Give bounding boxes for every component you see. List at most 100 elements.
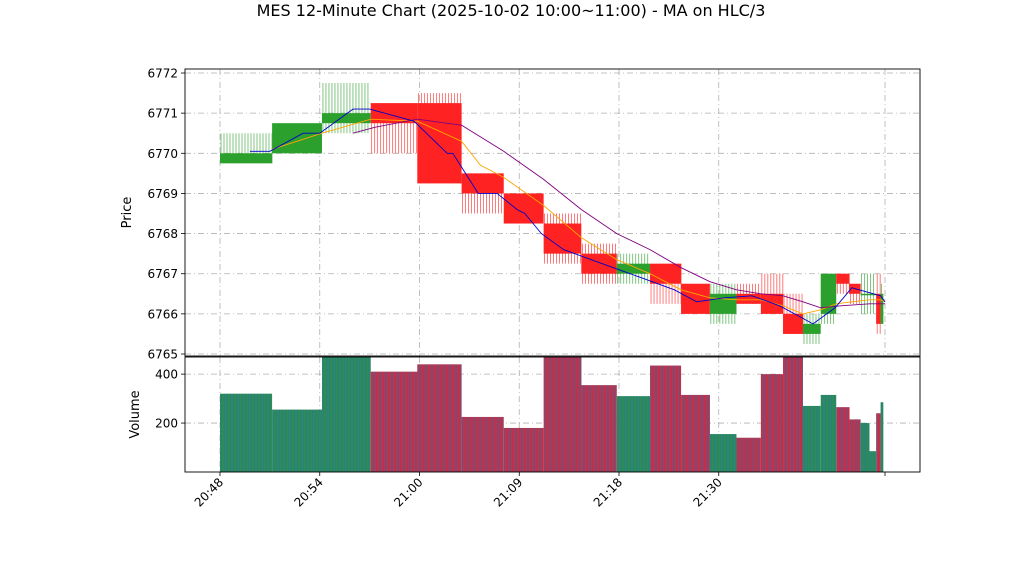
volume-bar-fill: [783, 357, 803, 472]
volume-bar: [503, 427, 544, 472]
volume-bar: [321, 357, 371, 472]
candle-body: [860, 293, 870, 296]
moving-averages: [249, 108, 886, 325]
volume-bar-fill: [849, 419, 861, 472]
candle: [417, 93, 462, 184]
volume-panel-frame: [184, 356, 921, 473]
candle: [503, 193, 544, 224]
candle-body: [503, 193, 544, 224]
candle: [220, 133, 273, 164]
candle: [783, 293, 803, 334]
volume-bar: [370, 371, 418, 472]
volume-bar: [543, 357, 582, 472]
volume-bar-fill: [272, 409, 322, 472]
candle: [860, 273, 870, 314]
ma-fast-line: [249, 108, 886, 325]
candle: [321, 83, 371, 134]
price-tick-label: 6769: [147, 187, 178, 201]
x-tick-label: 21:30: [691, 475, 725, 509]
candle: [836, 273, 850, 294]
volume-bar: [876, 413, 881, 472]
price-panel-frame: [184, 68, 921, 357]
candle-body: [820, 273, 837, 314]
volume-bar: [709, 434, 737, 472]
volume-bar-fill: [876, 413, 881, 472]
volume-bar: [849, 419, 861, 472]
volume-bar-fill: [681, 394, 710, 472]
candle-body: [836, 273, 850, 284]
candle: [272, 123, 322, 154]
price-tick-label: 6768: [147, 227, 178, 241]
candle-body: [272, 123, 322, 154]
volume-bar-fill: [650, 365, 682, 472]
candle-body: [461, 173, 504, 194]
candle: [709, 283, 737, 324]
chart-title: MES 12-Minute Chart (2025-10-02 10:00~11…: [256, 1, 766, 20]
candle: [802, 313, 821, 344]
ma-mid-line: [271, 118, 886, 315]
candle-body: [760, 293, 784, 314]
candle-body: [876, 293, 881, 324]
candle-body: [321, 113, 371, 124]
volume-bar-fill: [869, 451, 877, 472]
candle-body: [802, 323, 821, 334]
volume-bar: [836, 407, 850, 472]
volume-bar-fill: [543, 357, 582, 472]
candle-body: [783, 313, 803, 334]
candle: [650, 263, 682, 304]
candles: [220, 83, 884, 344]
candle-body: [220, 153, 273, 164]
volume-bar: [820, 394, 837, 472]
candle-body: [650, 263, 682, 284]
candle-body: [417, 103, 462, 184]
candle-body: [736, 293, 761, 304]
volume-bar-fill: [760, 374, 784, 472]
volume-bars: [220, 357, 884, 472]
x-tick-label: 21:18: [591, 475, 625, 509]
candle-body: [681, 283, 710, 314]
volume-bar: [681, 394, 710, 472]
volume-bar-fill: [461, 416, 504, 472]
candle: [370, 103, 418, 154]
x-tick-label: 20:48: [192, 475, 226, 509]
x-tick-label: 21:09: [491, 475, 525, 509]
volume-tick-label: 400: [155, 368, 178, 382]
ma-slow-line: [352, 118, 885, 309]
volume-bar-fill: [736, 437, 761, 472]
price-tick-label: 6771: [147, 107, 178, 121]
volume-bar: [736, 437, 761, 472]
volume-tick-label: 200: [155, 417, 178, 431]
volume-bar: [417, 364, 462, 472]
x-tick-label: 21:00: [391, 475, 425, 509]
price-tick-label: 6772: [147, 67, 178, 81]
price-tick-label: 6765: [147, 347, 178, 361]
candle-body: [616, 263, 651, 274]
volume-bar-fill: [802, 405, 821, 472]
volume-bar: [869, 451, 877, 472]
volume-bar: [272, 409, 322, 472]
volume-bar: [802, 405, 821, 472]
volume-bar-fill: [370, 371, 418, 472]
volume-axis-label: Volume: [128, 390, 143, 438]
volume-bar-fill: [503, 427, 544, 472]
volume-bar-fill: [836, 407, 850, 472]
candle-body: [880, 293, 884, 324]
volume-bar: [880, 402, 884, 472]
volume-bar: [581, 385, 617, 472]
volume-bar-fill: [581, 385, 617, 472]
price-tick-label: 6770: [147, 147, 178, 161]
price-tick-label: 6766: [147, 307, 178, 321]
volume-bar: [616, 396, 651, 472]
x-tick-label: 20:54: [292, 475, 326, 509]
candle-body: [581, 253, 617, 274]
candle: [820, 273, 837, 324]
volume-bar: [220, 393, 273, 472]
volume-bar: [760, 374, 784, 472]
candle: [681, 283, 710, 314]
candle-body: [869, 293, 877, 296]
candle-body: [370, 103, 418, 124]
candle: [760, 273, 784, 314]
volume-bar: [783, 357, 803, 472]
candle: [736, 283, 761, 304]
